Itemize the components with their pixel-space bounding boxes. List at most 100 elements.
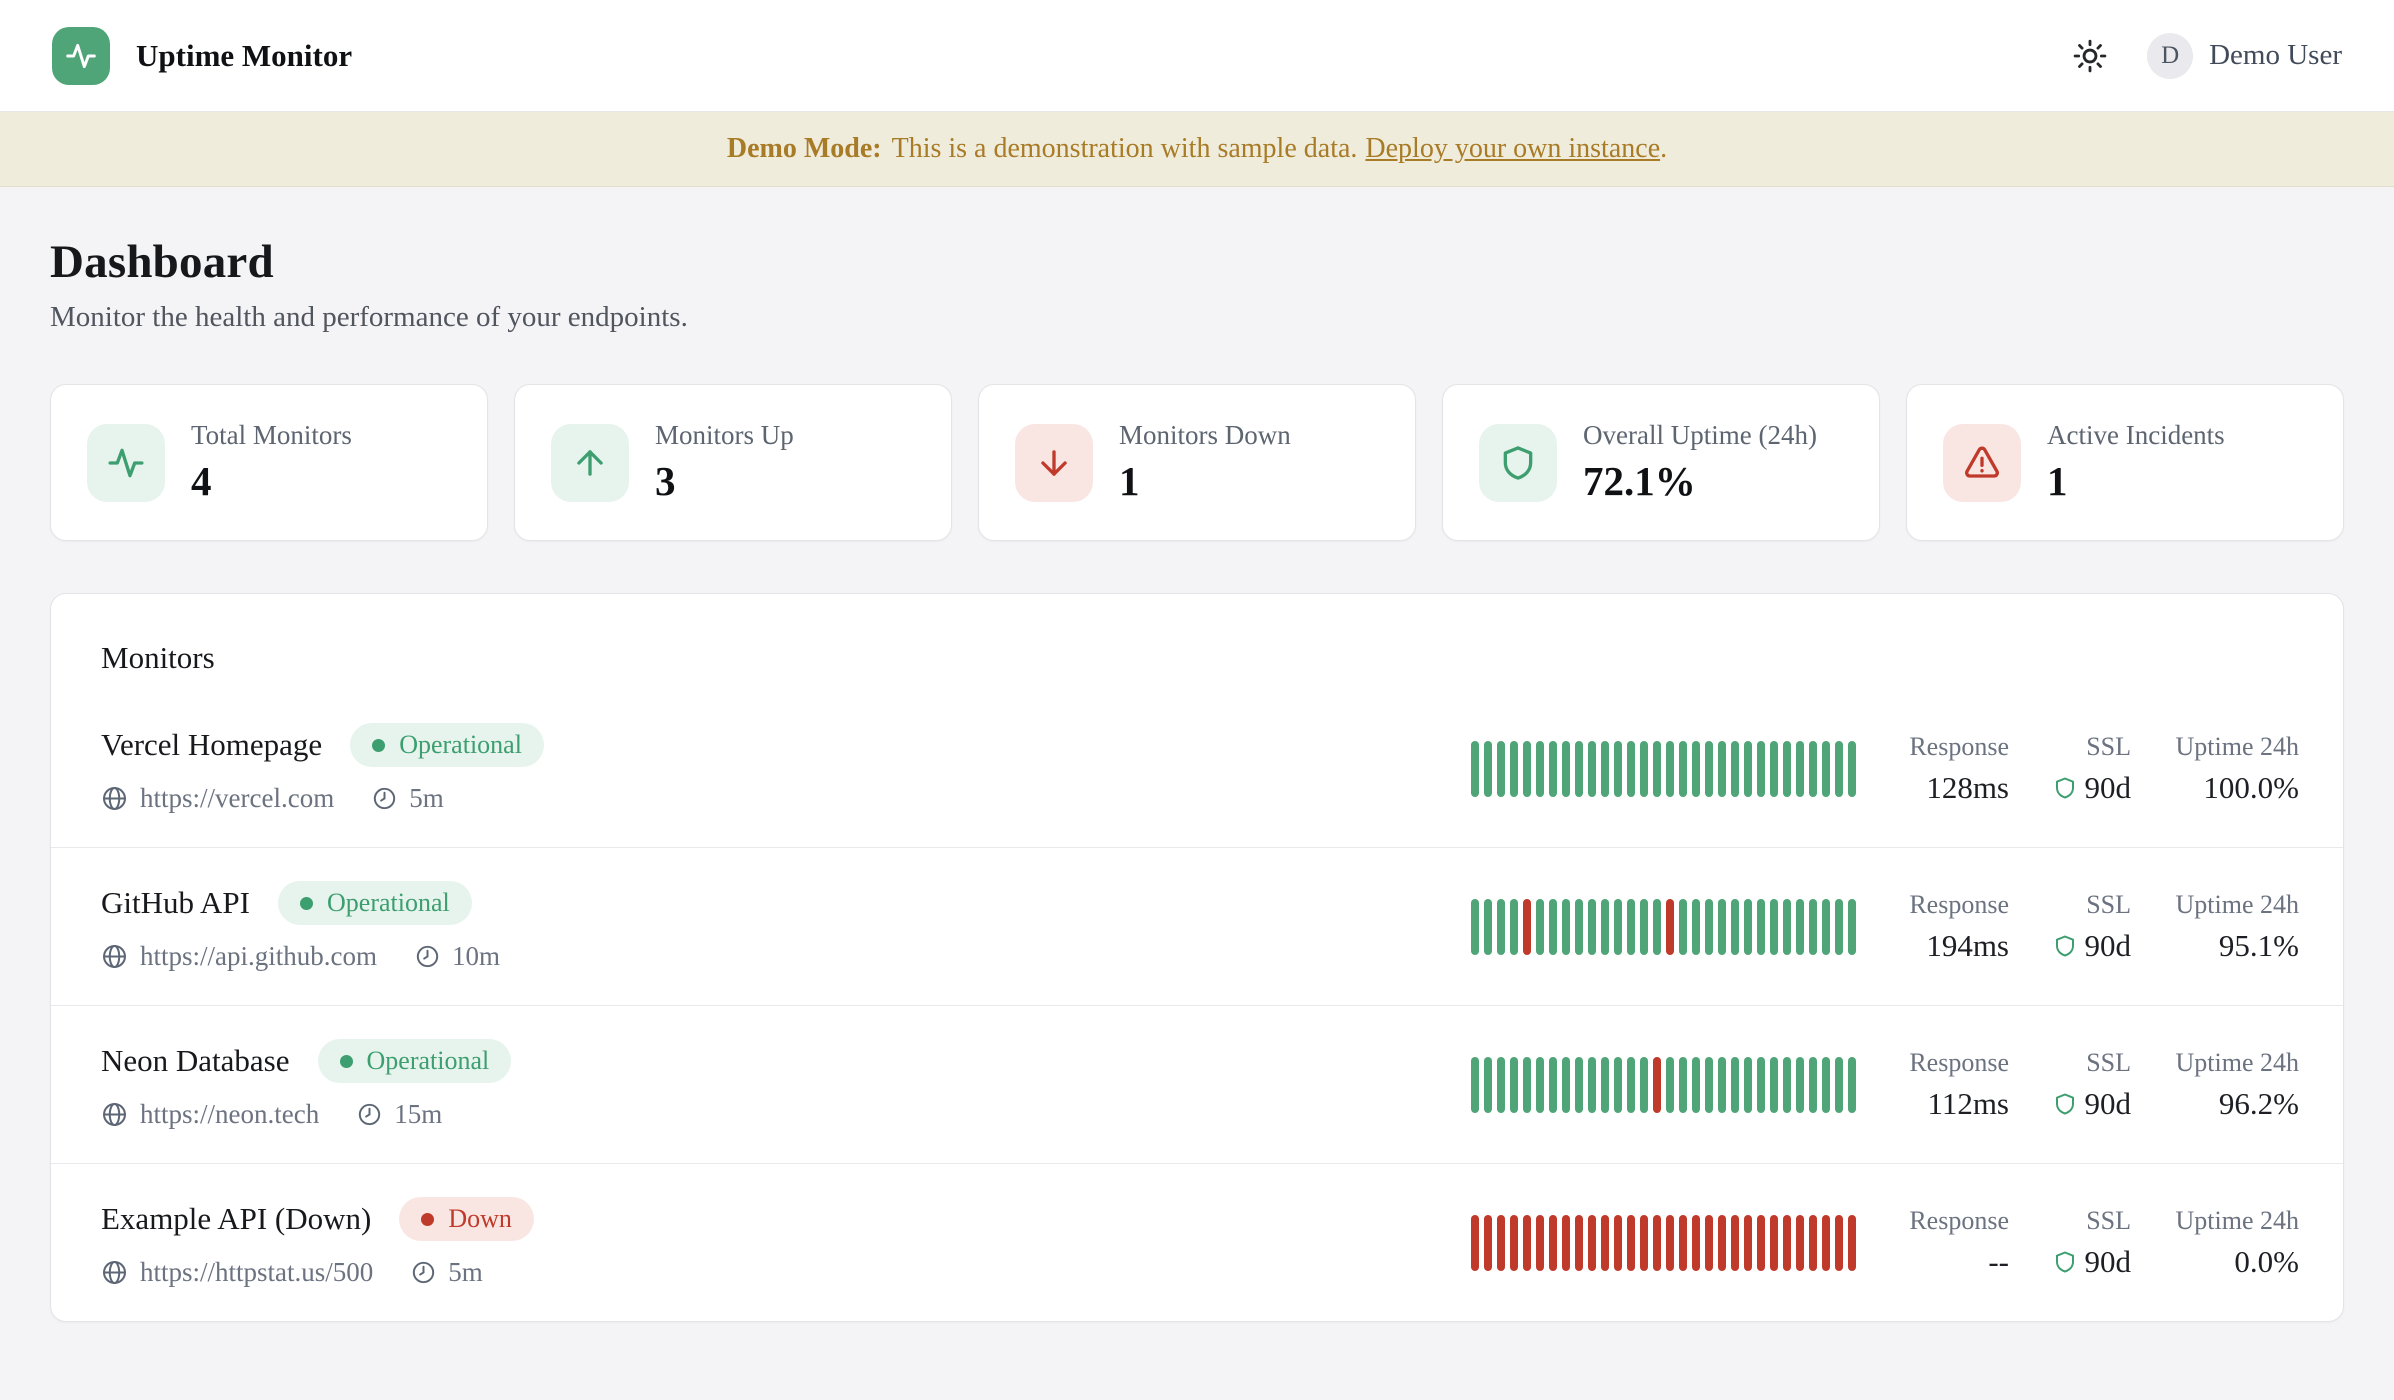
monitor-url: https://httpstat.us/500 bbox=[140, 1257, 374, 1287]
history-bar-up bbox=[1484, 740, 1492, 797]
globe-icon bbox=[101, 785, 128, 812]
monitor-row[interactable]: GitHub API Operational https://api.githu… bbox=[51, 847, 2343, 1005]
history-bar-up bbox=[1718, 740, 1726, 797]
status-badge: Operational bbox=[278, 881, 472, 925]
stat-value: 1 bbox=[1119, 458, 1140, 504]
page-title: Dashboard bbox=[50, 236, 274, 288]
history-bar-up bbox=[1523, 740, 1531, 797]
history-bar-down bbox=[1770, 1214, 1778, 1271]
stat-icon-box bbox=[1943, 423, 2021, 502]
history-bar-down bbox=[1523, 1214, 1531, 1271]
history-bar-down bbox=[1640, 1214, 1648, 1271]
history-bar-up bbox=[1601, 740, 1609, 797]
history-bar-down bbox=[1523, 898, 1531, 955]
theme-toggle-button[interactable] bbox=[2073, 39, 2107, 73]
stat-card: Monitors Down 1 bbox=[978, 384, 1416, 541]
history-bar-up bbox=[1510, 1056, 1518, 1113]
ssl-column-label: SSL bbox=[2086, 1205, 2131, 1235]
stat-card: Overall Uptime (24h) 72.1% bbox=[1442, 384, 1880, 541]
clock-icon bbox=[372, 786, 397, 811]
monitor-row[interactable]: Example API (Down) Down https://httpstat… bbox=[51, 1163, 2343, 1321]
history-bar-up bbox=[1705, 1056, 1713, 1113]
stat-icon-box bbox=[1015, 423, 1093, 502]
monitor-row[interactable]: Vercel Homepage Operational https://verc… bbox=[51, 690, 2343, 847]
shield-icon bbox=[2053, 1092, 2077, 1116]
history-bar-up bbox=[1783, 898, 1791, 955]
history-bar-up bbox=[1744, 740, 1752, 797]
page-subtitle: Monitor the health and performance of yo… bbox=[50, 301, 688, 333]
history-bar-up bbox=[1484, 1056, 1492, 1113]
history-bar-up bbox=[1796, 898, 1804, 955]
response-value: 128ms bbox=[1926, 769, 2009, 805]
app-brand[interactable]: Uptime Monitor bbox=[52, 26, 352, 85]
history-bar-down bbox=[1705, 1214, 1713, 1271]
uptime-column-label: Uptime 24h bbox=[2175, 889, 2300, 919]
history-bar-down bbox=[1783, 1214, 1791, 1271]
history-bar-down bbox=[1666, 1214, 1674, 1271]
history-bar-up bbox=[1835, 1056, 1843, 1113]
user-menu[interactable]: D Demo User bbox=[2147, 32, 2342, 79]
history-bar-down bbox=[1757, 1214, 1765, 1271]
history-bar-down bbox=[1536, 1214, 1544, 1271]
history-bar-up bbox=[1588, 740, 1596, 797]
history-bar-up bbox=[1588, 898, 1596, 955]
history-bar-up bbox=[1796, 740, 1804, 797]
history-bar-up bbox=[1770, 1056, 1778, 1113]
history-bar-up bbox=[1679, 898, 1687, 955]
status-label: Down bbox=[448, 1204, 512, 1233]
shield-icon bbox=[1499, 444, 1537, 482]
shield-icon bbox=[2053, 776, 2077, 800]
status-dot-icon bbox=[372, 738, 386, 752]
stat-card: Active Incidents 1 bbox=[1906, 384, 2344, 541]
app-logo bbox=[52, 26, 110, 85]
response-column-label: Response bbox=[1909, 731, 2009, 761]
history-bar-up bbox=[1770, 898, 1778, 955]
shield-icon bbox=[2053, 1250, 2077, 1274]
history-bar-up bbox=[1471, 740, 1479, 797]
ssl-column-label: SSL bbox=[2086, 1047, 2131, 1077]
history-bar-up bbox=[1835, 898, 1843, 955]
uptime-value: 95.1% bbox=[2218, 927, 2299, 963]
history-bar-down bbox=[1679, 1214, 1687, 1271]
demo-mode-label: Demo Mode: bbox=[726, 133, 882, 164]
history-bar-up bbox=[1679, 740, 1687, 797]
arrow-up-icon bbox=[571, 444, 609, 482]
history-bar-up bbox=[1848, 1056, 1856, 1113]
history-bar-down bbox=[1562, 1214, 1570, 1271]
avatar: D bbox=[2147, 32, 2194, 79]
history-bar-up bbox=[1471, 1056, 1479, 1113]
alert-triangle-icon bbox=[1963, 444, 2001, 482]
history-bar-up bbox=[1848, 898, 1856, 955]
history-bar-down bbox=[1575, 1214, 1583, 1271]
history-bar-up bbox=[1692, 898, 1700, 955]
check-interval: 15m bbox=[394, 1099, 443, 1129]
shield-icon bbox=[2053, 934, 2077, 958]
history-bar-up bbox=[1822, 740, 1830, 797]
history-bar-down bbox=[1835, 1214, 1843, 1271]
stat-label: Total Monitors bbox=[191, 420, 352, 450]
stat-label: Overall Uptime (24h) bbox=[1583, 420, 1817, 450]
monitor-name: Vercel Homepage bbox=[101, 727, 323, 762]
history-bar-up bbox=[1510, 740, 1518, 797]
ssl-days-value: 90d bbox=[2084, 769, 2132, 805]
clock-icon bbox=[357, 1102, 382, 1127]
clock-icon bbox=[411, 1260, 436, 1285]
status-dot-icon bbox=[300, 896, 313, 910]
history-bar-up bbox=[1562, 898, 1570, 955]
history-bar-up bbox=[1510, 898, 1518, 955]
uptime-history-bars bbox=[1471, 898, 1859, 955]
status-badge: Operational bbox=[350, 723, 544, 767]
history-bar-up bbox=[1536, 740, 1544, 797]
stat-value: 1 bbox=[2047, 458, 2068, 504]
history-bar-down bbox=[1731, 1214, 1739, 1271]
stat-icon-box bbox=[87, 423, 165, 502]
monitor-row[interactable]: Neon Database Operational https://neon.t… bbox=[51, 1005, 2343, 1163]
history-bar-down bbox=[1666, 898, 1674, 955]
uptime-value: 96.2% bbox=[2218, 1085, 2299, 1121]
globe-icon bbox=[101, 1101, 128, 1128]
deploy-instance-link[interactable]: Deploy your own instance bbox=[1365, 133, 1661, 164]
check-interval: 10m bbox=[452, 941, 501, 971]
app-header: Uptime Monitor D Demo User bbox=[0, 0, 2394, 112]
history-bar-down bbox=[1588, 1214, 1596, 1271]
check-interval: 5m bbox=[409, 783, 444, 813]
